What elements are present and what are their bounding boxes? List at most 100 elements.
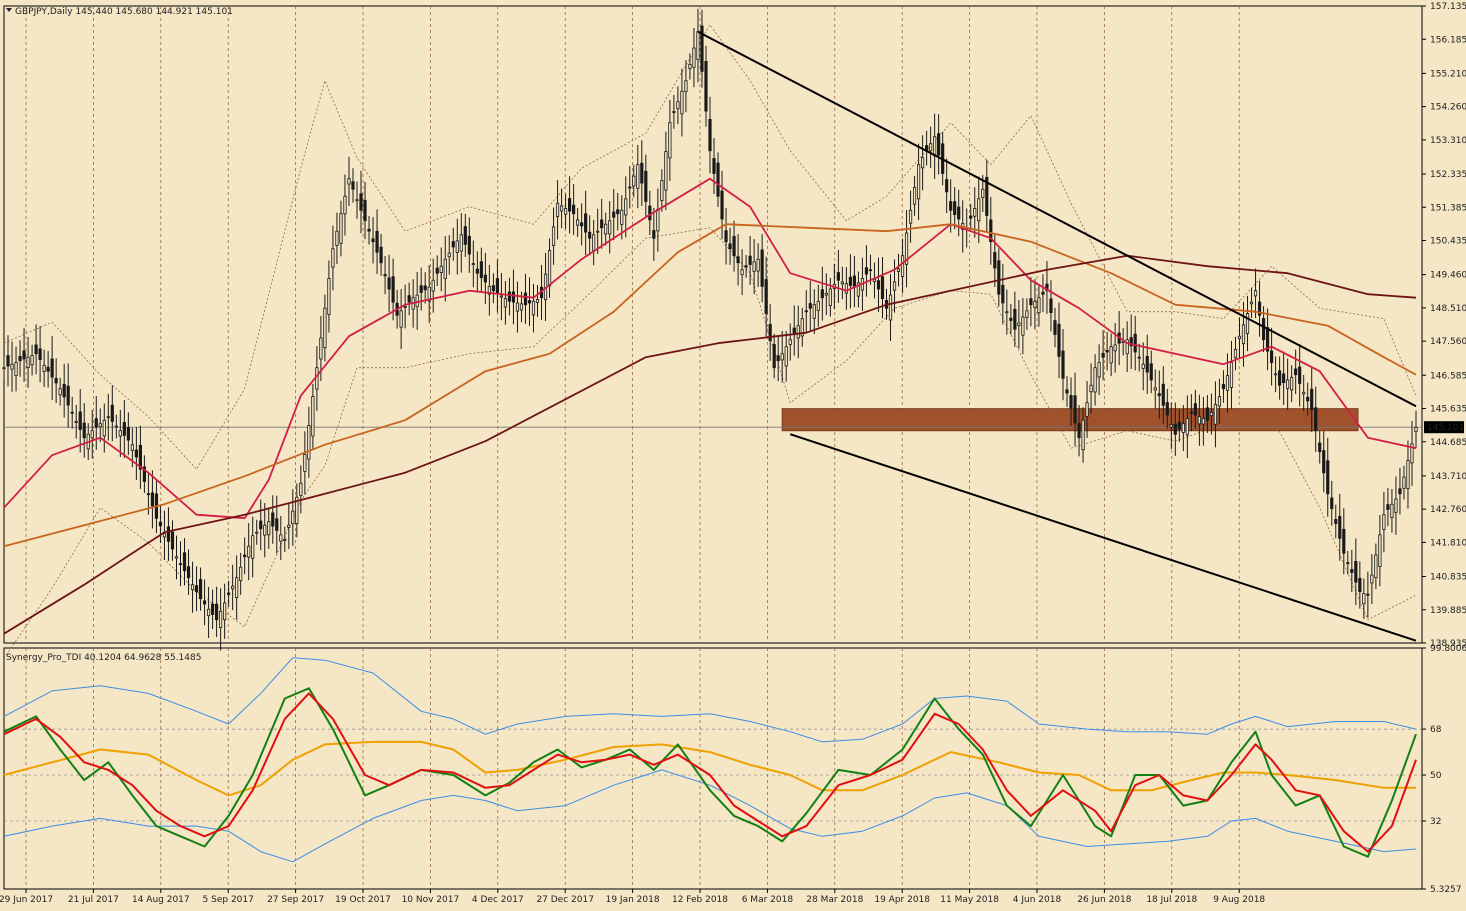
- candle: [174, 535, 179, 580]
- candle: [66, 363, 70, 428]
- candle-body: [644, 170, 648, 202]
- candle: [38, 326, 42, 383]
- candle-body: [836, 272, 840, 281]
- candle: [367, 215, 371, 245]
- candle-body: [443, 258, 447, 279]
- candle: [118, 409, 122, 458]
- candle: [1253, 268, 1258, 319]
- candle-body: [74, 420, 78, 423]
- candle-body: [1362, 593, 1366, 605]
- candle: [660, 169, 664, 212]
- candle: [812, 289, 816, 334]
- candle: [363, 181, 367, 240]
- candle-body: [1049, 298, 1053, 314]
- candle-body: [792, 327, 796, 334]
- candle-body: [34, 344, 38, 355]
- candle: [235, 555, 239, 620]
- candle-body: [46, 366, 50, 372]
- candle: [1350, 549, 1354, 593]
- candle-body: [772, 344, 776, 369]
- candle: [872, 262, 877, 299]
- candle-body: [295, 496, 299, 524]
- candle: [219, 588, 223, 651]
- candle: [1354, 538, 1358, 606]
- candle: [624, 176, 628, 238]
- candle-body: [1253, 290, 1258, 297]
- candle-body: [407, 295, 411, 303]
- candle: [1157, 370, 1161, 419]
- candle-body: [896, 268, 901, 272]
- candle: [1101, 330, 1105, 381]
- candle-body: [824, 292, 828, 296]
- candle-body: [58, 388, 62, 396]
- y-tick-label: 145.635: [1430, 405, 1466, 415]
- candle: [708, 96, 712, 174]
- candle: [1334, 504, 1338, 539]
- candle: [1129, 314, 1133, 369]
- y-tick-label: 147.560: [1430, 337, 1466, 347]
- candle: [1041, 274, 1045, 313]
- candle-body: [1105, 349, 1109, 353]
- candle: [576, 208, 580, 237]
- candle-body: [371, 238, 375, 243]
- candle: [138, 425, 142, 489]
- candle-body: [1077, 423, 1081, 439]
- candle-body: [291, 510, 295, 525]
- candle-body: [162, 533, 167, 538]
- candle-body: [728, 243, 732, 250]
- candle: [1161, 366, 1165, 424]
- x-tick-label: 14 Aug 2017: [132, 895, 190, 905]
- candle: [74, 404, 78, 439]
- candle-body: [339, 213, 343, 244]
- candle: [1169, 402, 1173, 450]
- candle-body: [351, 181, 355, 190]
- candle-body: [535, 299, 540, 303]
- candle-body: [1009, 317, 1013, 321]
- candle: [1282, 351, 1286, 405]
- y-tick-label: 152.335: [1430, 170, 1466, 180]
- candle-body: [1133, 333, 1137, 353]
- candle: [134, 427, 138, 480]
- x-tick-label: 27 Dec 2017: [536, 895, 594, 905]
- tdi-lower-band: [3, 769, 1417, 863]
- candle: [1310, 366, 1314, 433]
- candle: [1265, 308, 1270, 371]
- candle-body: [1017, 322, 1021, 327]
- candle: [604, 212, 608, 246]
- candle: [1021, 298, 1025, 355]
- candle: [1153, 369, 1157, 409]
- candle: [696, 8, 700, 83]
- candle: [788, 323, 792, 361]
- candle: [1037, 283, 1041, 327]
- candle-body: [1414, 426, 1418, 433]
- candle-body: [1358, 577, 1362, 593]
- candle-body: [760, 249, 764, 287]
- candle-body: [764, 279, 768, 314]
- candle-body: [307, 425, 311, 460]
- candle: [423, 272, 427, 304]
- candle: [46, 350, 50, 388]
- candle-body: [515, 302, 520, 312]
- candle: [170, 520, 175, 561]
- tdi-y-tick-label: 32: [1430, 817, 1441, 827]
- candle-body: [1057, 323, 1061, 357]
- candle: [335, 212, 339, 265]
- candle-body: [94, 418, 98, 428]
- candle: [904, 209, 909, 288]
- candle: [1009, 304, 1013, 335]
- candle-body: [415, 294, 419, 308]
- candle: [656, 188, 660, 252]
- candle: [555, 180, 560, 240]
- x-tick-label: 6 Mar 2018: [742, 895, 794, 905]
- candle: [150, 470, 155, 529]
- candle-body: [1129, 337, 1133, 347]
- candle: [568, 176, 572, 234]
- candle: [876, 257, 881, 312]
- candle-body: [311, 396, 315, 437]
- x-tick-label: 26 Jun 2018: [1077, 895, 1131, 905]
- x-tick-label: 4 Jun 2018: [1013, 895, 1062, 905]
- candle-body: [335, 230, 339, 246]
- candle: [640, 140, 644, 207]
- candle-body: [114, 425, 118, 428]
- candle-body: [1374, 554, 1378, 578]
